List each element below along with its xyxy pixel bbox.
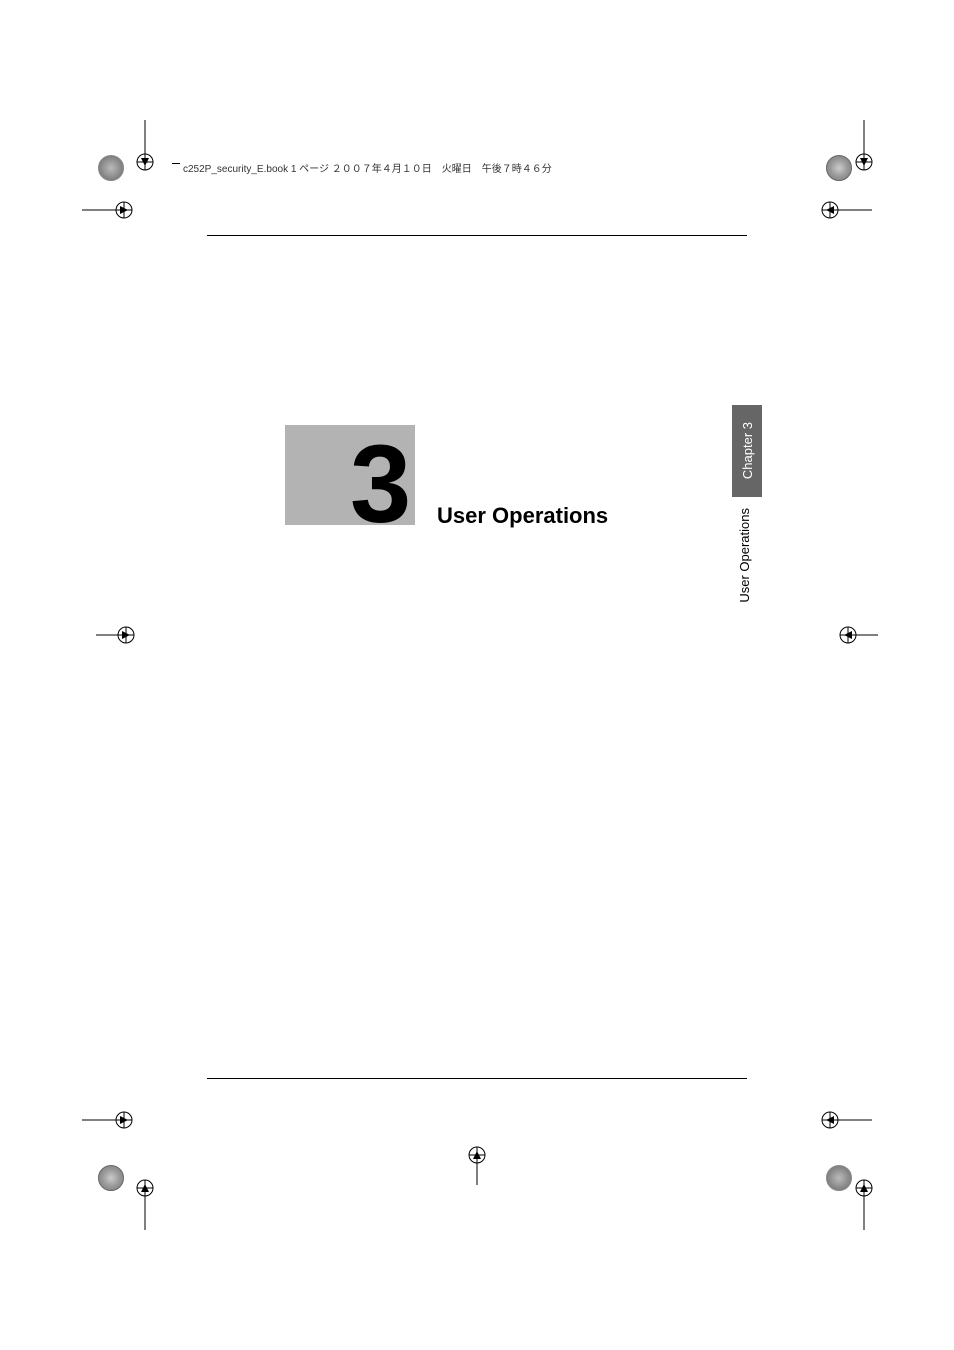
crop-mark-icon bbox=[82, 195, 142, 245]
content-bottom-rule bbox=[207, 1078, 747, 1079]
content-top-rule bbox=[207, 235, 747, 236]
chapter-tab-label: Chapter 3 bbox=[740, 422, 755, 479]
crop-mark-icon bbox=[804, 1150, 884, 1230]
registration-mark-icon bbox=[96, 625, 116, 645]
chapter-number: 3 bbox=[350, 430, 411, 540]
printer-mark-icon bbox=[98, 155, 128, 185]
header-filename: c252P_security_E.book 1 ページ ２００７年４月１０日 火… bbox=[180, 160, 555, 175]
crop-mark-icon bbox=[812, 195, 872, 245]
chapter-title: User Operations bbox=[437, 503, 608, 529]
registration-mark-icon bbox=[467, 1145, 487, 1165]
side-section-label: User Operations bbox=[737, 508, 752, 603]
crop-mark-icon bbox=[130, 120, 180, 200]
crop-mark-icon bbox=[82, 1105, 142, 1155]
crop-mark-icon bbox=[804, 120, 884, 200]
printer-mark-icon bbox=[98, 1165, 128, 1195]
crop-mark-icon bbox=[812, 1105, 872, 1155]
chapter-tab: Chapter 3 bbox=[732, 405, 762, 497]
registration-mark-icon bbox=[838, 625, 858, 645]
crop-mark-icon bbox=[130, 1150, 180, 1230]
